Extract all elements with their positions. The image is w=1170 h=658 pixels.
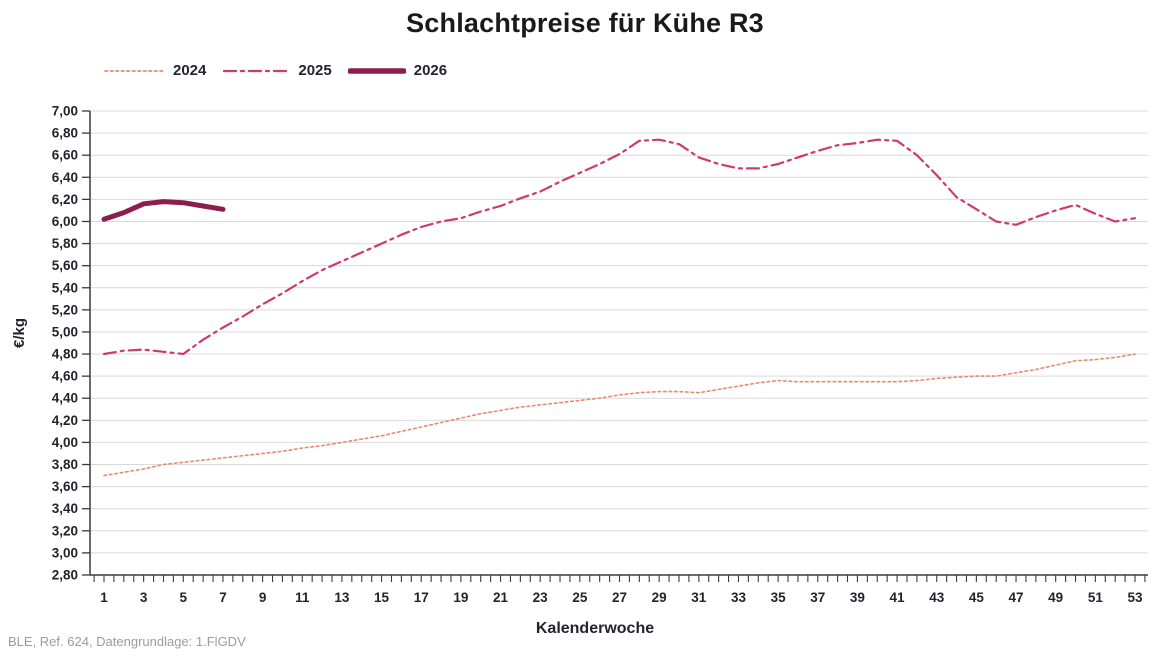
svg-text:4,00: 4,00 <box>52 435 78 450</box>
svg-text:23: 23 <box>533 590 549 605</box>
svg-text:6,20: 6,20 <box>52 192 78 207</box>
svg-text:3,80: 3,80 <box>52 457 78 472</box>
svg-text:9: 9 <box>259 590 267 605</box>
series-line-2024 <box>103 353 1136 477</box>
svg-text:2,80: 2,80 <box>52 568 78 583</box>
legend-item-2026: 2026 <box>347 62 448 79</box>
axis-titles: Kalenderwoche €/kg <box>11 318 654 637</box>
svg-text:17: 17 <box>414 590 429 605</box>
svg-text:6,60: 6,60 <box>52 148 78 163</box>
svg-text:51: 51 <box>1088 590 1104 605</box>
svg-text:4,40: 4,40 <box>52 391 78 406</box>
legend-label-2026: 2026 <box>413 62 448 79</box>
svg-text:7,00: 7,00 <box>52 104 78 119</box>
svg-text:39: 39 <box>850 590 865 605</box>
svg-text:45: 45 <box>969 590 985 605</box>
svg-text:41: 41 <box>890 590 906 605</box>
svg-text:3,40: 3,40 <box>52 501 78 516</box>
svg-text:3,00: 3,00 <box>52 545 78 560</box>
svg-text:33: 33 <box>731 590 747 605</box>
svg-text:7: 7 <box>219 590 227 605</box>
legend-item-2024: 2024 <box>103 62 206 79</box>
svg-text:29: 29 <box>652 590 667 605</box>
y-axis-ticks-labels: 2,80 3,00 3,20 3,40 3,60 3,80 4,00 4,20 4,40 4,60… <box>52 104 90 583</box>
legend-label-2024: 2024 <box>173 62 207 79</box>
legend: 2024 2025 2026 <box>103 62 447 79</box>
svg-text:43: 43 <box>929 590 945 605</box>
svg-text:6,40: 6,40 <box>52 170 78 185</box>
svg-text:3,60: 3,60 <box>52 479 78 494</box>
svg-text:13: 13 <box>334 590 350 605</box>
svg-text:3: 3 <box>140 590 148 605</box>
y-axis-title: €/kg <box>11 318 28 348</box>
svg-text:27: 27 <box>612 590 627 605</box>
x-axis-title: Kalenderwoche <box>536 620 654 637</box>
svg-text:6,00: 6,00 <box>52 214 78 229</box>
svg-text:31: 31 <box>691 590 707 605</box>
svg-text:11: 11 <box>295 590 310 605</box>
legend-item-2025: 2025 <box>222 62 332 79</box>
svg-text:15: 15 <box>374 590 390 605</box>
svg-text:1: 1 <box>100 590 108 605</box>
svg-text:5,40: 5,40 <box>52 280 78 295</box>
chart-title: Schlachtpreise für Kühe R3 <box>406 8 764 38</box>
axes <box>89 111 1148 576</box>
source-note: BLE, Ref. 624, Datengrundlage: 1.FlGDV <box>8 634 246 649</box>
svg-text:5: 5 <box>180 590 188 605</box>
svg-text:35: 35 <box>771 590 787 605</box>
svg-text:5,60: 5,60 <box>52 258 78 273</box>
series-line-2025 <box>102 138 1137 356</box>
svg-text:49: 49 <box>1048 590 1063 605</box>
legend-label-2025: 2025 <box>298 62 332 79</box>
svg-text:4,60: 4,60 <box>52 369 78 384</box>
svg-text:53: 53 <box>1127 590 1143 605</box>
gridlines <box>90 110 1148 554</box>
svg-text:5,00: 5,00 <box>52 324 78 339</box>
svg-text:5,80: 5,80 <box>52 236 78 251</box>
x-axis-ticks-labels: 1 3 5 7 9 11 13 15 17 19 21 23 25 27 29 31 33 35 37 39 41 43 4… <box>93 575 1146 605</box>
legend-line-sample-2024 <box>104 69 164 72</box>
legend-line-sample-2025 <box>223 69 290 72</box>
svg-text:21: 21 <box>493 590 509 605</box>
svg-text:19: 19 <box>453 590 468 605</box>
svg-text:4,20: 4,20 <box>52 413 78 428</box>
svg-text:4,80: 4,80 <box>52 347 78 362</box>
svg-text:3,20: 3,20 <box>52 523 78 538</box>
svg-text:5,20: 5,20 <box>52 302 78 317</box>
svg-text:25: 25 <box>572 590 588 605</box>
svg-text:6,80: 6,80 <box>52 126 78 141</box>
svg-text:47: 47 <box>1009 590 1024 605</box>
legend-line-sample-2026 <box>347 67 406 74</box>
series-line-2026 <box>101 199 226 222</box>
svg-text:37: 37 <box>810 590 825 605</box>
